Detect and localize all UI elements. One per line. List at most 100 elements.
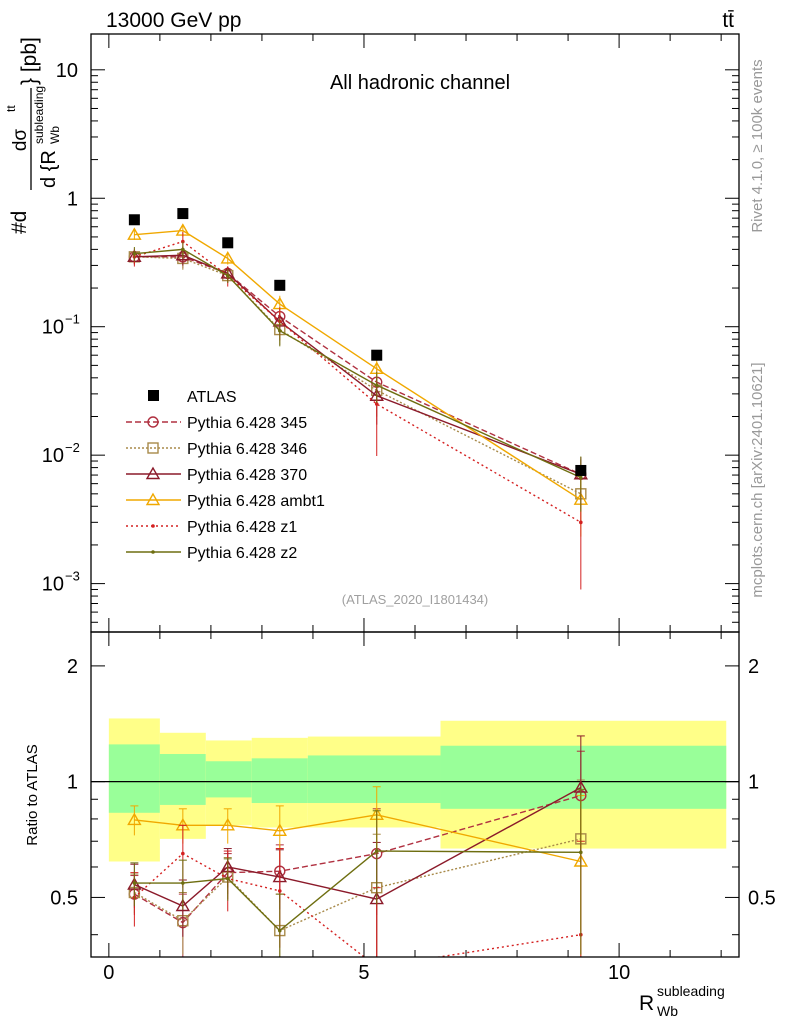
ratio-point [277, 928, 282, 933]
legend-entry-3: Pythia 6.428 ambt1 [126, 492, 325, 510]
process-label: tt̄ [722, 9, 734, 32]
ratio-point [272, 823, 287, 837]
y-tick-mantissa: 10 [42, 574, 64, 596]
legend-label: Pythia 6.428 346 [187, 441, 307, 458]
ratio-series-5 [130, 788, 585, 957]
legend-marker [151, 550, 155, 554]
ratio-point [181, 851, 185, 856]
y-tick-mantissa: 10 [42, 445, 64, 467]
ratio-point [277, 889, 282, 893]
legend-entry-1: Pythia 6.428 346 [126, 441, 307, 458]
legend-label: Pythia 6.428 370 [187, 467, 307, 484]
legend-marker [147, 416, 159, 428]
legend-marker [145, 466, 161, 480]
y-tick-exponent: −3 [65, 569, 80, 584]
legend-label: Pythia 6.428 ambt1 [187, 493, 325, 510]
legend-entry-data: ATLAS [148, 389, 237, 406]
uncertainty-band-green [307, 755, 441, 804]
uncertainty-band-green [251, 758, 308, 804]
series-point [175, 247, 191, 261]
analysis-id: (ATLAS_2020_I1801434) [342, 592, 488, 607]
data-point [128, 214, 140, 226]
ratio-series-line [133, 852, 581, 957]
series-line [134, 256, 582, 475]
ylabel-numer: dσ [10, 129, 31, 152]
data-point [371, 349, 383, 361]
y-tick-label: 10 −3 [42, 569, 80, 596]
series-line [134, 254, 582, 475]
ratio-point [132, 881, 137, 885]
ylabel-numer-sup: tt [4, 105, 18, 112]
ratio-series-line [134, 850, 581, 932]
ratio-y-tick-label-right: 1 [748, 772, 759, 794]
series-point [127, 227, 142, 240]
ratio-series-line [134, 838, 581, 932]
ratio-series-layer [127, 735, 589, 957]
ylabel-unit: } [pb] [18, 37, 41, 85]
ratio-y-tick-label-right: 0.5 [748, 887, 776, 909]
x-axis-label: R subleading Wb [639, 983, 725, 1019]
legend-label: Pythia 6.428 z1 [187, 519, 297, 536]
uncertainty-band-green [159, 754, 206, 805]
legend-label: Pythia 6.428 345 [187, 415, 307, 432]
ratio-point [579, 850, 583, 855]
ylabel-denom-sup: subleading [32, 86, 46, 144]
series-point [220, 251, 235, 264]
series-point [374, 383, 379, 388]
ratio-point [127, 812, 142, 826]
series-point [374, 402, 379, 406]
ratio-point [181, 881, 185, 885]
uncertainty-band-green [440, 745, 727, 809]
y-tick-mantissa: 1 [67, 188, 78, 210]
legend-marker [147, 442, 159, 454]
series-layer [127, 208, 589, 590]
data-point [274, 279, 286, 291]
channel-title: All hadronic channel [330, 72, 510, 94]
ratio-y-tick-label: 1 [67, 772, 78, 794]
legend-marker [151, 524, 155, 528]
ratio-point [220, 817, 235, 831]
series-line [134, 229, 582, 501]
y-tick-mantissa: 10 [42, 317, 64, 339]
x-tick-label: 5 [358, 962, 369, 984]
ylabel-denom: d {R [38, 150, 60, 188]
legend-label: Pythia 6.428 z2 [187, 545, 297, 562]
x-tick-label: 0 [103, 962, 114, 984]
y-tick-mantissa: 10 [56, 60, 78, 82]
ylabel-denom-sub: Wb [48, 126, 62, 144]
legend-entry-4: Pythia 6.428 z1 [126, 519, 297, 536]
rivet-label: Rivet 4.1.0, ≥ 100k events [749, 59, 766, 232]
uncertainty-band-green [205, 761, 252, 798]
legend-entry-0: Pythia 6.428 345 [126, 415, 307, 432]
ylabel-prefix: #d [8, 211, 31, 234]
legend-marker [145, 492, 161, 506]
data-point [177, 208, 189, 220]
series-line [134, 248, 582, 479]
main-y-axis-label: #d dσ tt d {R subleading Wb } [pb] [4, 37, 62, 234]
ratio-y-tick-label: 0.5 [50, 887, 78, 909]
series-point [132, 251, 137, 256]
series-point [225, 273, 230, 278]
legend-label: ATLAS [187, 389, 237, 406]
ratio-y-tick-label: 2 [67, 656, 78, 678]
xlabel-sub: Wb [657, 1003, 678, 1019]
data-series [128, 208, 587, 476]
y-tick-label: 10 −1 [42, 312, 80, 339]
series-point [579, 520, 583, 525]
main-frame [90, 33, 740, 633]
legend: ATLAS Pythia 6.428 345 Pythia 6.428 346 Pyt… [126, 389, 325, 562]
y-tick-exponent: −1 [65, 312, 80, 327]
data-point [575, 464, 587, 476]
y-tick-label: 10 −2 [42, 440, 80, 467]
series-point [181, 239, 185, 244]
y-tick-exponent: −2 [65, 440, 80, 455]
y-tick-label: 10 [56, 60, 78, 82]
series-point [579, 475, 583, 480]
ratio-series-line [134, 786, 582, 907]
ratio-point [374, 849, 379, 853]
legend-entry-5: Pythia 6.428 z2 [126, 545, 297, 562]
data-point [222, 237, 234, 249]
ratio-point [225, 876, 230, 881]
ratio-y-tick-label-right: 2 [748, 656, 759, 678]
